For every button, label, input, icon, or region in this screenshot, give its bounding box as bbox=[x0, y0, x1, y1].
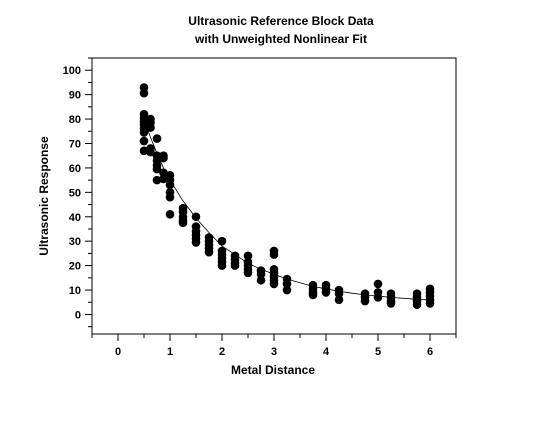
data-point bbox=[204, 247, 214, 257]
y-tick-label: 10 bbox=[69, 285, 81, 297]
chart-subtitle: with Unweighted Nonlinear Fit bbox=[194, 32, 367, 46]
x-tick-label: 4 bbox=[323, 346, 330, 358]
chart-title: Ultrasonic Reference Block Data bbox=[188, 14, 374, 28]
x-tick-label: 0 bbox=[115, 346, 121, 358]
x-tick-label: 6 bbox=[427, 346, 433, 358]
y-tick-label: 70 bbox=[69, 138, 81, 150]
data-point bbox=[308, 290, 318, 300]
data-point bbox=[146, 147, 155, 157]
y-tick-label: 60 bbox=[69, 163, 81, 175]
data-point bbox=[256, 269, 266, 279]
data-point bbox=[373, 279, 383, 289]
x-tick-label: 5 bbox=[375, 346, 381, 358]
data-point bbox=[139, 128, 149, 137]
data-point bbox=[191, 238, 201, 247]
data-point bbox=[373, 293, 383, 302]
data-point bbox=[243, 268, 253, 278]
data-point bbox=[139, 88, 149, 98]
y-tick-label: 100 bbox=[63, 65, 81, 77]
data-point bbox=[360, 296, 370, 306]
data-point bbox=[152, 175, 162, 185]
data-point bbox=[243, 251, 253, 261]
data-point bbox=[159, 174, 168, 184]
data-point bbox=[165, 192, 175, 202]
y-tick-label: 20 bbox=[69, 261, 81, 273]
data-points bbox=[139, 83, 435, 309]
y-tick-label: 0 bbox=[75, 309, 81, 321]
y-tick-label: 30 bbox=[69, 236, 81, 248]
data-point bbox=[165, 210, 175, 219]
x-tick-label: 2 bbox=[219, 346, 225, 358]
data-point bbox=[269, 250, 279, 259]
data-point bbox=[334, 289, 344, 298]
y-tick-label: 90 bbox=[69, 90, 81, 102]
data-point bbox=[178, 218, 188, 228]
data-point bbox=[217, 236, 227, 246]
data-point bbox=[269, 279, 279, 289]
data-point bbox=[146, 123, 155, 132]
y-tick-label: 80 bbox=[69, 114, 81, 126]
data-point bbox=[321, 288, 331, 297]
y-axis-label: Ultrasonic Response bbox=[37, 136, 51, 256]
y-tick-label: 50 bbox=[69, 187, 81, 199]
data-point bbox=[165, 180, 175, 190]
data-point bbox=[159, 153, 168, 163]
data-point bbox=[152, 164, 162, 174]
y-tick-label: 40 bbox=[69, 212, 81, 224]
data-point bbox=[217, 261, 227, 270]
data-point bbox=[256, 275, 266, 285]
data-point bbox=[282, 285, 292, 295]
x-axis: 0 1 2 3 4 5 6 bbox=[91, 334, 457, 358]
data-point bbox=[412, 300, 422, 309]
x-tick-label: 1 bbox=[167, 346, 173, 358]
x-tick-label: 3 bbox=[271, 346, 277, 358]
data-point bbox=[159, 168, 168, 178]
data-point bbox=[282, 279, 292, 289]
data-point bbox=[139, 136, 149, 146]
data-point bbox=[152, 134, 162, 143]
plot-frame bbox=[91, 57, 457, 335]
data-point bbox=[425, 299, 435, 308]
y-axis: 0 10 20 30 40 50 60 70 80 90 100 bbox=[63, 57, 92, 328]
x-axis-label: Metal Distance bbox=[231, 363, 315, 377]
data-point bbox=[230, 261, 240, 270]
data-point bbox=[386, 299, 396, 308]
data-point bbox=[334, 295, 344, 305]
data-point bbox=[139, 146, 149, 156]
data-point bbox=[191, 212, 201, 222]
